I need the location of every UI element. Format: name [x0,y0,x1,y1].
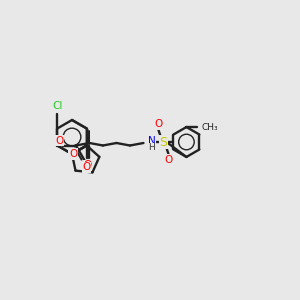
Text: Cl: Cl [52,101,62,111]
Text: H: H [148,143,155,152]
Text: CH₃: CH₃ [202,122,218,131]
Text: O: O [55,136,63,146]
Text: O: O [69,149,77,159]
Text: O: O [82,162,91,172]
Text: N: N [148,136,155,146]
Text: O: O [164,155,172,165]
Text: O: O [84,160,92,170]
Text: S: S [160,136,167,148]
Text: O: O [154,119,163,129]
